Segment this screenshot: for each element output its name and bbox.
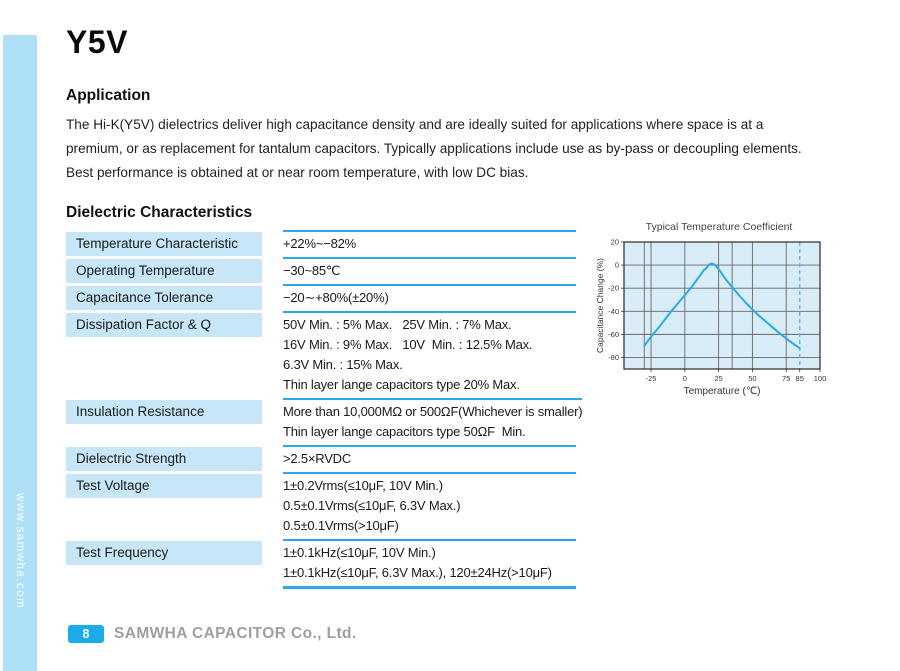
row-label: Test Voltage — [66, 474, 262, 498]
row-value-line: 1±0.2Vrms(≤10μF, 10V Min.) — [283, 478, 443, 493]
row-value: −30~85℃ — [283, 257, 576, 284]
row-value: −20∼+80%(±20%) — [283, 284, 576, 311]
row-value: >2.5×RVDC — [283, 445, 576, 472]
row-label: Operating Temperature — [66, 259, 262, 283]
application-heading: Application — [66, 87, 151, 104]
row-value-line: 6.3V Min. : 15% Max. — [283, 357, 403, 372]
y-tick-label: -40 — [608, 307, 619, 316]
plot-area — [624, 242, 820, 369]
y-tick-label: -20 — [608, 284, 619, 293]
row-value: 1±0.1kHz(≤10μF, 10V Min.) 1±0.1kHz(≤10μF,… — [283, 539, 576, 586]
x-tick-label: 85 — [796, 374, 804, 383]
table-row: Dissipation Factor & Q 50V Min. : 5% Max.… — [66, 311, 576, 398]
row-label: Insulation Resistance — [66, 400, 262, 424]
x-tick-label: 50 — [748, 374, 756, 383]
table-row: Dielectric Strength >2.5×RVDC — [66, 445, 576, 472]
company-name: SAMWHA CAPACITOR Co., Ltd. — [114, 625, 357, 642]
temperature-coefficient-chart: Typical Temperature Coefficient 20 0 -20 -4… — [590, 221, 848, 403]
dielectric-table: Temperature Characteristic +22%~−82% Opera… — [66, 230, 583, 589]
sidebar: www.samwha.com — [3, 35, 37, 671]
table-row: Temperature Characteristic +22%~−82% — [66, 230, 576, 257]
row-value-line: Thin layer lange capacitors type 50ΩF Mi… — [283, 424, 526, 439]
paragraph-line: The Hi-K(Y5V) dielectrics deliver high c… — [66, 117, 764, 132]
row-value-line: More than 10,000MΩ or 500ΩF(Whichever is… — [283, 404, 583, 419]
application-paragraph: The Hi-K(Y5V) dielectrics deliver high c… — [66, 113, 836, 185]
x-tick-label: 100 — [814, 374, 827, 383]
row-value-line: +22%~−82% — [283, 236, 357, 251]
row-label: Temperature Characteristic — [66, 232, 262, 256]
row-value-line: Thin layer lange capacitors type 20% Max… — [283, 377, 520, 392]
row-value-line: 1±0.1kHz(≤10μF, 10V Min.) — [283, 545, 436, 560]
x-tick-label: 0 — [683, 374, 687, 383]
table-row: Insulation Resistance More than 10,000MΩ … — [66, 398, 583, 445]
table-bottom-rule — [283, 586, 576, 589]
row-value: More than 10,000MΩ or 500ΩF(Whichever is… — [283, 398, 583, 445]
row-label: Dissipation Factor & Q — [66, 313, 262, 337]
x-tick-label: 75 — [782, 374, 790, 383]
row-value-line: −20∼+80%(±20%) — [283, 290, 389, 305]
row-value: 50V Min. : 5% Max. 25V Min. : 7% Max. 16V… — [283, 311, 576, 398]
row-label: Test Frequency — [66, 541, 262, 565]
y-tick-label: -60 — [608, 330, 619, 339]
sidebar-watermark: www.samwha.com — [14, 493, 26, 610]
row-label: Capacitance Tolerance — [66, 286, 262, 310]
row-value-line: −30~85℃ — [283, 263, 341, 278]
table-row: Test Voltage 1±0.2Vrms(≤10μF, 10V Min.) 0.… — [66, 472, 576, 539]
x-axis-label: Temperature (℃) — [684, 386, 761, 397]
row-label: Dielectric Strength — [66, 447, 262, 471]
page-title: Y5V — [66, 24, 128, 60]
row-value-line: 1±0.1kHz(≤10μF, 6.3V Max.), 120±24Hz(>10… — [283, 565, 552, 580]
paragraph-line: Best performance is obtained at or near … — [66, 165, 529, 180]
table-row: Capacitance Tolerance −20∼+80%(±20%) — [66, 284, 576, 311]
row-value: 1±0.2Vrms(≤10μF, 10V Min.) 0.5±0.1Vrms(≤1… — [283, 472, 576, 539]
row-value-line: 0.5±0.1Vrms(>10μF) — [283, 518, 399, 533]
paragraph-line: premium, or as replacement for tantalum … — [66, 141, 802, 156]
page-number-badge: 8 — [68, 625, 104, 643]
plot-border — [623, 241, 821, 370]
y-tick-label: -80 — [608, 353, 619, 362]
dielectric-heading: Dielectric Characteristics — [66, 204, 253, 221]
x-tick-label: 25 — [714, 374, 722, 383]
y-tick-label: 20 — [611, 238, 619, 247]
row-value-line: 0.5±0.1Vrms(≤10μF, 6.3V Max.) — [283, 498, 461, 513]
x-tick-label: -25 — [646, 374, 657, 383]
row-value-line: >2.5×RVDC — [283, 451, 352, 466]
row-value-line: 16V Min. : 9% Max. 10V Min. : 12.5% Max. — [283, 337, 533, 352]
row-value: +22%~−82% — [283, 230, 576, 257]
table-row: Operating Temperature −30~85℃ — [66, 257, 576, 284]
chart-canvas: 20 0 -20 -40 -60 -80 -25 0 25 50 75 85 100 Temperatur… — [595, 238, 827, 398]
table-row: Test Frequency 1±0.1kHz(≤10μF, 10V Min.) 1… — [66, 539, 576, 586]
row-value-line: 50V Min. : 5% Max. 25V Min. : 7% Max. — [283, 317, 512, 332]
y-axis-label: Capacitance Change (%) — [595, 258, 605, 353]
data-curve — [643, 262, 801, 350]
chart-title: Typical Temperature Coefficient — [645, 221, 793, 233]
y-tick-label: 0 — [615, 261, 619, 270]
